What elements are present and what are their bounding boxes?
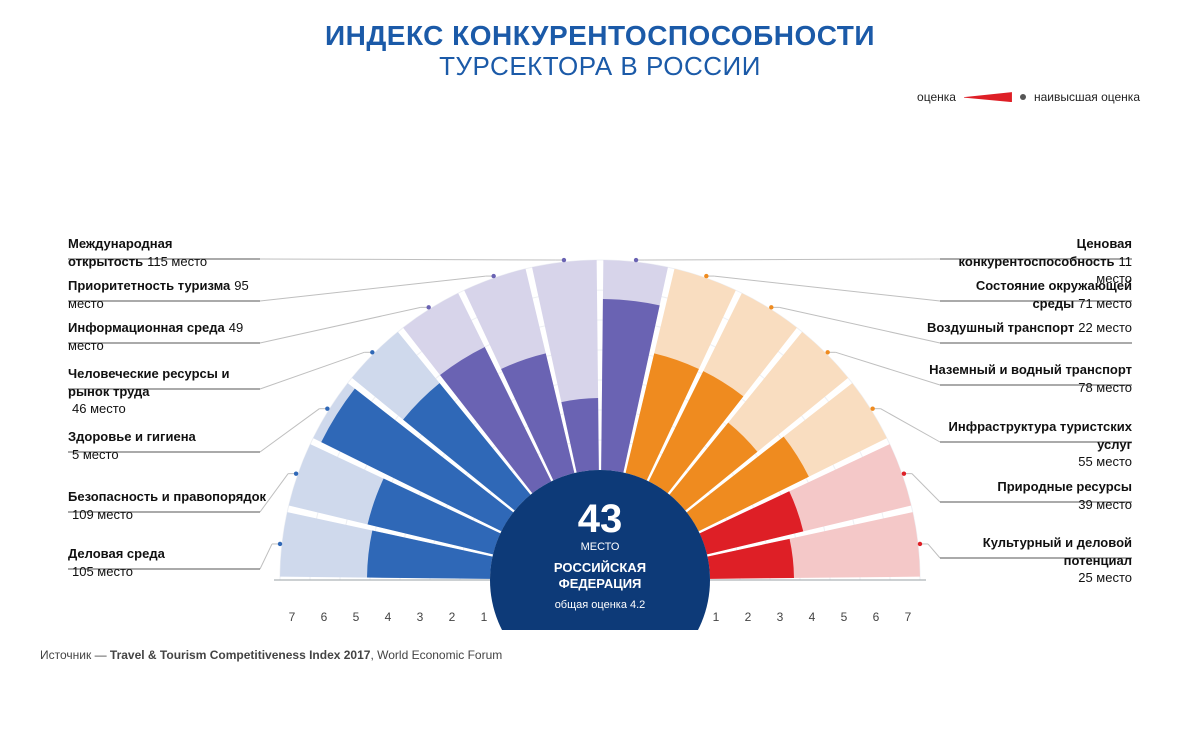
svg-text:ФЕДЕРАЦИЯ: ФЕДЕРАЦИЯ: [559, 576, 642, 591]
svg-text:РОССИЙСКАЯ: РОССИЙСКАЯ: [554, 560, 646, 575]
svg-text:МЕСТО: МЕСТО: [581, 541, 620, 553]
source-prefix: Источник —: [40, 648, 110, 662]
legend-score-label: оценка: [917, 90, 956, 104]
title-sub: ТУРСЕКТОРА В РОССИИ: [40, 52, 1160, 82]
title-main: ИНДЕКС КОНКУРЕНТОСПОСОБНОСТИ: [40, 20, 1160, 52]
legend: оценка наивысшая оценка: [40, 88, 1140, 106]
svg-text:общая оценка 4.2: общая оценка 4.2: [555, 599, 646, 611]
title-block: ИНДЕКС КОНКУРЕНТОСПОСОБНОСТИ ТУРСЕКТОРА …: [40, 20, 1160, 82]
svg-text:43: 43: [578, 497, 623, 541]
source-suffix: , World Economic Forum: [370, 648, 502, 662]
radial-chart-svg: 43МЕСТО РОССИЙСКАЯФЕДЕРАЦИЯ общая оценка 4…: [50, 110, 1150, 630]
chart: 43МЕСТО РОССИЙСКАЯФЕДЕРАЦИЯ общая оценка 4…: [50, 110, 1150, 630]
source: Источник — Travel & Tourism Competitiven…: [40, 648, 1160, 662]
source-bold: Travel & Tourism Competitiveness Index 2…: [110, 648, 371, 662]
legend-wedge-icon: [964, 88, 1012, 106]
legend-dot-icon: [1020, 94, 1026, 100]
legend-max-label: наивысшая оценка: [1034, 90, 1140, 104]
